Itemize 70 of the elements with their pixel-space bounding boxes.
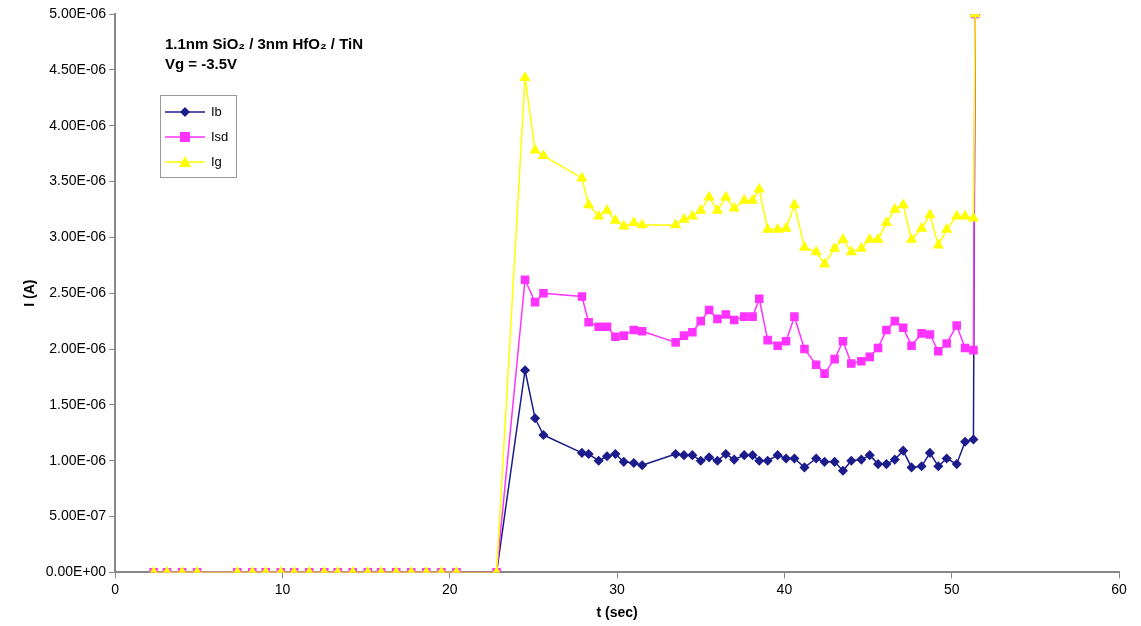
legend-label: Isd [211,129,229,144]
point [610,449,621,459]
point [739,450,749,460]
point [772,450,783,460]
point [712,455,723,466]
point [898,445,908,456]
y-tick-label: 4.00E-06 [49,116,107,133]
y-tick-label: 1.00E-06 [49,451,107,468]
point [602,451,612,461]
y-tick-label: 5.00E-07 [49,507,107,524]
point [906,462,917,473]
y-tick-label: 2.50E-06 [49,284,107,301]
point [729,454,739,465]
point [916,461,927,472]
point [629,458,639,468]
x-axis-title: t (sec) [596,604,638,621]
point [890,454,900,465]
point [856,454,867,465]
point [637,460,647,470]
x-tick-label: 0 [111,580,120,597]
point [538,430,549,440]
point [704,452,714,463]
x-tick-label: 40 [776,580,793,597]
point [619,457,629,467]
point [799,462,810,473]
point [925,448,935,458]
point [881,459,892,469]
point [754,455,765,466]
point [577,448,587,458]
y-axis-title: I (A) [21,279,38,307]
point [873,459,883,469]
point [762,455,773,466]
x-tick-label: 60 [1111,580,1127,597]
point [846,455,857,466]
point [721,449,731,459]
point [695,455,706,466]
point [968,434,979,445]
y-tick-label: 0.00E+00 [45,563,107,580]
point [829,457,840,467]
point [941,453,952,464]
legend-label: Ib [211,104,222,119]
point [670,449,681,459]
point [951,459,962,469]
point [933,461,944,472]
point [789,453,800,464]
text: Vg = -3.5V [165,54,239,74]
point [781,453,791,464]
x-tick-label: 30 [609,580,626,597]
y-tick-label: 3.50E-06 [49,172,107,189]
point [838,466,848,476]
x-tick-label: 10 [274,580,291,597]
y-tick-label: 2.00E-06 [49,339,107,356]
x-tick-label: 50 [943,580,960,597]
point [583,449,594,459]
y-tick-label: 4.50E-06 [49,60,107,77]
x-tick-label: 20 [441,580,458,597]
point [593,455,604,466]
point [864,450,875,460]
y-tick-label: 5.00E-06 [49,4,107,21]
text: 1.1nm SiO₂ / 3nm HfO₂ / TiN [165,34,364,54]
point [687,450,698,460]
y-tick-label: 3.00E-06 [49,228,107,245]
point [530,413,540,424]
point [747,450,758,460]
point [960,436,970,447]
point [819,457,830,467]
y-tick-label: 1.50E-06 [49,395,107,412]
point [811,453,821,464]
legend-label: Ig [211,154,222,169]
point [679,450,689,460]
